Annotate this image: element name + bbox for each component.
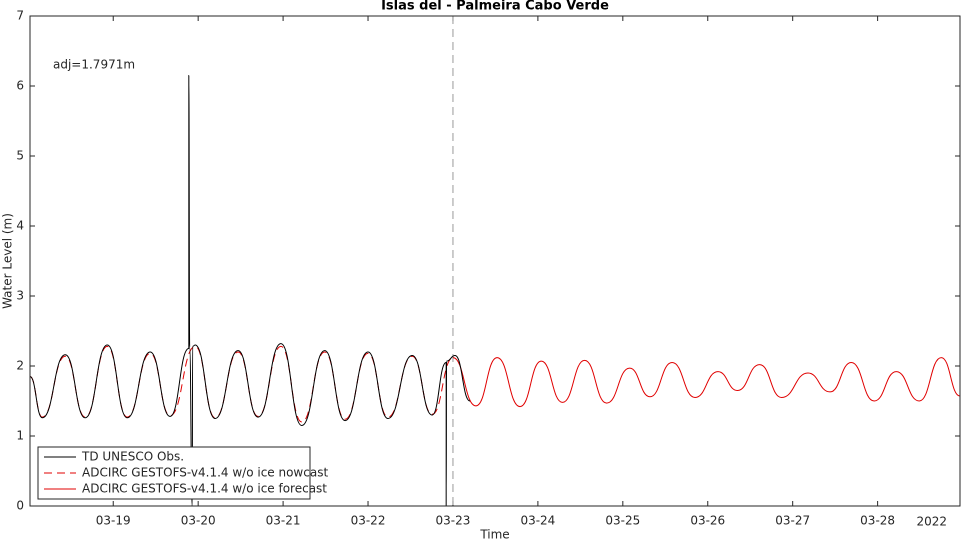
legend-label: ADCIRC GESTOFS-v4.1.4 w/o ice nowcast xyxy=(82,466,328,480)
x-tick-label: 03-21 xyxy=(266,514,301,528)
legend-box xyxy=(37,446,311,500)
year-label: 2022 xyxy=(916,515,947,529)
x-tick-label: 03-28 xyxy=(860,514,895,528)
x-tick-label: 03-25 xyxy=(605,514,640,528)
y-tick-label: 5 xyxy=(16,149,24,163)
series-line xyxy=(452,357,960,408)
y-tick-label: 6 xyxy=(16,79,24,93)
y-tick-label: 3 xyxy=(16,289,24,303)
x-tick-label: 03-19 xyxy=(96,514,131,528)
series-line xyxy=(30,345,454,423)
x-tick-label: 03-26 xyxy=(690,514,725,528)
annotation: adj=1.7971m xyxy=(53,58,135,72)
chart-title: Islas del - Palmeira Cabo Verde xyxy=(381,0,609,14)
x-tick-label: 03-27 xyxy=(775,514,810,528)
y-tick-label: 0 xyxy=(16,499,24,513)
x-tick-label: 03-24 xyxy=(520,514,555,528)
series-line xyxy=(30,74,471,506)
legend-label: TD UNESCO Obs. xyxy=(81,450,184,464)
legend-label: ADCIRC GESTOFS-v4.1.4 w/o ice forecast xyxy=(82,482,327,496)
y-tick-label: 4 xyxy=(16,219,24,233)
y-tick-label: 1 xyxy=(16,429,24,443)
y-axis-label: Water Level (m) xyxy=(1,213,15,309)
plot-frame xyxy=(29,15,961,507)
x-tick-label: 03-23 xyxy=(436,514,471,528)
x-tick-label: 03-22 xyxy=(351,514,386,528)
x-axis-label: Time xyxy=(479,528,509,541)
y-tick-label: 2 xyxy=(16,359,24,373)
y-tick-label: 7 xyxy=(16,9,24,23)
x-tick-label: 03-20 xyxy=(181,514,216,528)
